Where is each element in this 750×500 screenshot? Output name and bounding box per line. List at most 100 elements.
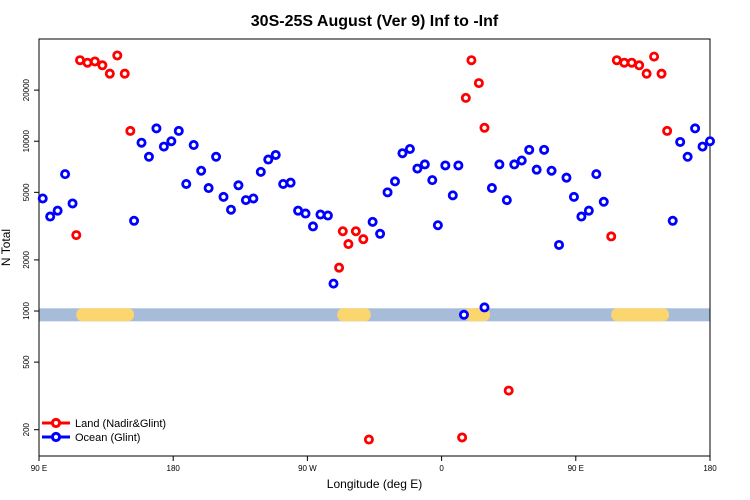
land-point-5 — [104, 68, 115, 79]
ocean-point-38 — [404, 143, 415, 154]
ocean-point-50 — [501, 195, 512, 206]
ocean-point-28 — [300, 208, 311, 219]
ocean-point-62 — [591, 169, 602, 180]
y-tick-label-0: 200 — [22, 422, 31, 436]
land-point-18 — [473, 78, 484, 89]
ocean-point-17 — [218, 191, 229, 202]
ocean-point-49 — [494, 159, 505, 170]
ocean-point-55 — [539, 144, 550, 155]
land-point-16 — [460, 92, 471, 103]
ocean-point-8 — [151, 123, 162, 134]
ocean-point-11 — [173, 125, 184, 136]
ocean-point-22 — [255, 166, 266, 177]
chart-title: 30S-25S August (Ver 9) Inf to -Inf — [251, 13, 499, 30]
land-point-10 — [337, 226, 348, 237]
land-point-8 — [125, 125, 136, 136]
ocean-point-39 — [412, 163, 423, 174]
land-point-13 — [358, 234, 369, 245]
land-point-6 — [112, 50, 123, 61]
band-highlight-3 — [611, 308, 669, 322]
ocean-point-42 — [432, 220, 443, 231]
ocean-point-14 — [196, 165, 207, 176]
legend-land-marker — [50, 417, 62, 429]
land-point-28 — [656, 68, 667, 79]
ocean-point-46 — [458, 309, 469, 320]
ocean-point-51 — [509, 159, 520, 170]
land-point-0 — [71, 230, 82, 241]
series-land — [71, 50, 673, 445]
ocean-point-58 — [561, 172, 572, 183]
ocean-point-57 — [554, 239, 565, 250]
ocean-point-41 — [427, 175, 438, 186]
land-point-9 — [334, 262, 345, 273]
land-point-26 — [641, 68, 652, 79]
ocean-point-56 — [546, 165, 557, 176]
band-bar — [39, 308, 710, 322]
land-point-7 — [119, 68, 130, 79]
ocean-point-7 — [143, 151, 154, 162]
ocean-point-52 — [516, 155, 527, 166]
ocean-point-32 — [328, 278, 339, 289]
ocean-point-64 — [667, 215, 678, 226]
land-point-17 — [466, 55, 477, 66]
y-axis-label: N Total — [0, 229, 13, 266]
ocean-point-43 — [440, 160, 451, 171]
band-highlight-1 — [337, 308, 371, 322]
x-axis-ticks: 90 E 180 90 W 0 90 E 180 — [31, 456, 717, 473]
ocean-point-44 — [447, 190, 458, 201]
ocean-point-24 — [270, 149, 281, 160]
legend-ocean-marker — [50, 431, 62, 443]
ocean-point-34 — [375, 228, 386, 239]
land-point-4 — [97, 60, 108, 71]
ocean-point-16 — [211, 151, 222, 162]
x-axis-label: Longitude (deg E) — [327, 477, 422, 491]
land-point-15 — [457, 432, 468, 443]
band-highlight-0 — [76, 308, 135, 322]
legend-entry-land: Land (Nadir&Glint) — [42, 417, 166, 430]
ocean-point-33 — [367, 216, 378, 227]
ocean-point-59 — [568, 191, 579, 202]
ocean-point-48 — [486, 183, 497, 194]
ocean-point-4 — [67, 198, 78, 209]
ocean-point-36 — [390, 176, 401, 187]
land-point-2 — [82, 57, 93, 68]
ocean-point-40 — [419, 159, 430, 170]
legend-entry-ocean: Ocean (Glint) — [42, 431, 140, 444]
points-layer — [37, 50, 716, 445]
land-point-19 — [479, 122, 490, 133]
y-tick-label-6: 20000 — [22, 78, 31, 101]
legend-ocean-label: Ocean (Glint) — [75, 432, 140, 444]
x-tick-label-1: 180 — [167, 464, 181, 473]
ocean-point-12 — [181, 178, 192, 189]
legend: Land (Nadir&Glint) Ocean (Glint) — [42, 417, 166, 444]
ocean-point-67 — [690, 123, 701, 134]
land-point-21 — [606, 231, 617, 242]
ocean-point-69 — [705, 136, 716, 147]
x-tick-label-4: 90 E — [568, 464, 584, 473]
ocean-point-54 — [531, 164, 542, 175]
ocean-point-19 — [233, 180, 244, 191]
ocean-point-26 — [285, 177, 296, 188]
ocean-point-15 — [203, 183, 214, 194]
x-tick-label-5: 180 — [703, 464, 717, 473]
y-tick-label-4: 5000 — [22, 183, 31, 201]
land-point-25 — [634, 60, 645, 71]
ocean-point-47 — [479, 302, 490, 313]
ocean-point-53 — [524, 144, 535, 155]
ocean-point-63 — [598, 196, 609, 207]
land-point-27 — [649, 51, 660, 62]
ocean-point-61 — [583, 205, 594, 216]
ocean-point-65 — [675, 136, 686, 147]
land-point-12 — [350, 226, 361, 237]
ocean-point-18 — [225, 204, 236, 215]
ocean-point-45 — [453, 160, 464, 171]
ocean-point-10 — [166, 136, 177, 147]
band-layer — [39, 308, 710, 322]
land-point-11 — [343, 239, 354, 250]
ocean-point-35 — [382, 187, 393, 198]
land-point-29 — [662, 125, 673, 136]
x-tick-label-0: 90 E — [31, 464, 47, 473]
ocean-point-2 — [52, 205, 63, 216]
ocean-point-20 — [240, 195, 251, 206]
